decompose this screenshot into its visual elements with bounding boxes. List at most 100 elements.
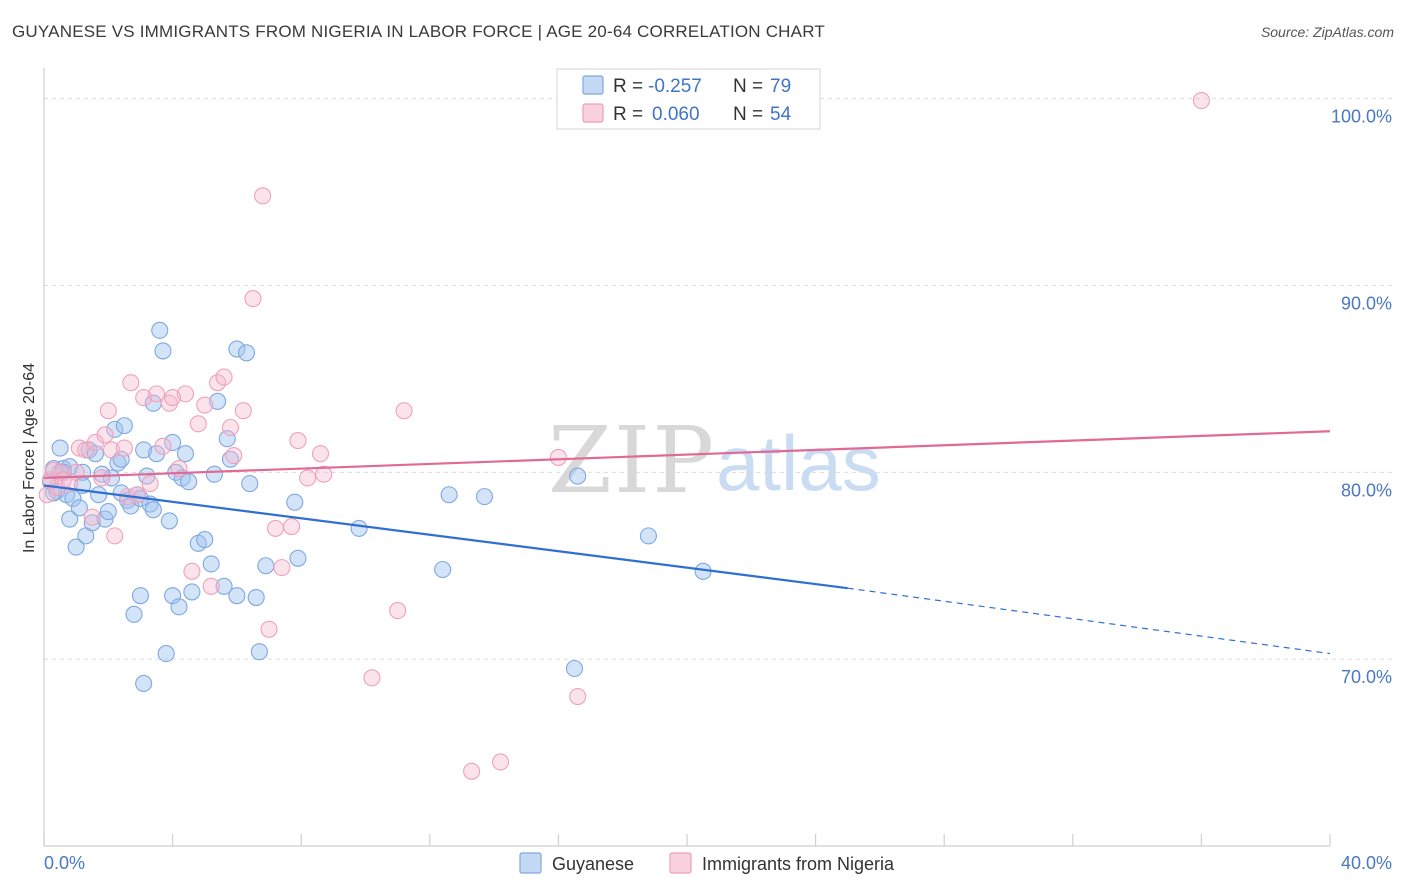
guyanese-point: [170, 598, 188, 616]
x-axis-ticks: [43, 834, 1331, 846]
nigeria-point: [154, 437, 172, 455]
guyanese-point: [90, 486, 108, 504]
guyanese-point: [51, 439, 69, 457]
nigeria-point: [160, 394, 178, 412]
nigeria-point: [215, 368, 233, 386]
guyanese-point: [183, 583, 201, 601]
nigeria-point: [244, 290, 262, 308]
guyanese-swatch: [582, 75, 604, 95]
guyanese-point: [151, 321, 169, 339]
nigeria-point: [273, 559, 291, 577]
nigeria-point: [96, 426, 114, 444]
nigeria-trend-line: [43, 430, 1331, 480]
guyanese-point: [639, 527, 657, 545]
guyanese-point: [164, 433, 182, 451]
guyanese-point: [70, 499, 88, 517]
guyanese-point: [176, 445, 195, 463]
guyanese-point: [215, 577, 233, 595]
guyanese-point: [83, 514, 101, 532]
guyanese-trend-line: [43, 484, 848, 590]
y-tick-label: 70.0%: [1341, 667, 1392, 687]
guyanese-point: [196, 531, 214, 549]
guyanese-point: [157, 645, 175, 663]
legend-n-value-guyanese: 79: [770, 76, 791, 97]
y-tick-label: 80.0%: [1341, 480, 1392, 500]
guyanese-point: [434, 560, 452, 579]
guyanese-point: [228, 587, 246, 605]
watermark-atlas: atlas: [716, 419, 881, 507]
nigeria-point: [196, 396, 214, 414]
chart-title: GUYANESE VS IMMIGRANTS FROM NIGERIA IN L…: [12, 22, 825, 41]
guyanese-point: [154, 342, 172, 360]
legend-n-label: N =: [733, 104, 763, 125]
guyanese-point: [237, 344, 256, 362]
guyanese-point: [565, 659, 584, 678]
guyanese-point: [115, 417, 133, 435]
nigeria-point: [102, 441, 121, 459]
trend-lines: [43, 430, 1331, 655]
legend-n-value-nigeria: 54: [770, 104, 792, 125]
legend-r-label: R =: [613, 76, 643, 97]
legend-label-guyanese: Guyanese: [552, 854, 634, 874]
guyanese-point: [99, 503, 117, 521]
nigeria-point: [363, 669, 381, 687]
nigeria-point: [289, 432, 307, 450]
y-tick-label: 90.0%: [1341, 294, 1392, 314]
legend-r-value-guyanese: -0.257: [648, 76, 702, 97]
stats-legend: R = -0.257 N = 79 R = 0.060 N = 54: [556, 68, 821, 130]
guyanese-point: [144, 501, 162, 519]
guyanese-point: [247, 588, 265, 607]
guyanese-point: [440, 486, 458, 504]
y-tick-labels: 100.0% 90.0% 80.0% 70.0%: [1331, 107, 1392, 687]
nigeria-point: [225, 446, 243, 465]
nigeria-point: [260, 620, 278, 638]
nigeria-point: [315, 465, 333, 483]
guyanese-point: [250, 643, 268, 661]
legend-r-label: R =: [613, 104, 643, 125]
nigeria-point: [395, 402, 413, 420]
nigeria-point: [234, 402, 252, 420]
guyanese-point: [241, 475, 259, 493]
nigeria-swatch: [582, 103, 604, 123]
guyanese-point: [67, 538, 85, 556]
nigeria-point: [106, 527, 124, 545]
guyanese-point: [350, 519, 368, 537]
guyanese-point: [125, 605, 143, 623]
guyanese-point: [205, 465, 223, 483]
watermark-zip: ZIP: [548, 407, 716, 514]
legend-n-label: N =: [733, 76, 763, 97]
guyanese-point: [61, 510, 79, 528]
nigeria-point: [221, 418, 240, 437]
nigeria-point: [183, 562, 201, 580]
guyanese-point: [135, 441, 153, 459]
legend-r-value-nigeria: 0.060: [652, 104, 700, 125]
nigeria-point: [266, 519, 285, 537]
guyanese-point: [228, 340, 246, 358]
gridlines: [44, 98, 1394, 660]
nigeria-point: [283, 517, 301, 536]
guyanese-trend-extrapolation: [847, 587, 1331, 655]
x-tick-label-max: 40.0%: [1341, 853, 1392, 873]
guyanese-point: [257, 557, 275, 575]
guyanese-point: [218, 430, 236, 448]
guyanese-point: [286, 493, 304, 511]
nigeria-point: [99, 402, 117, 420]
nigeria-point: [1192, 92, 1210, 110]
guyanese-point: [93, 465, 111, 483]
guyanese-point: [475, 488, 494, 506]
guyanese-point: [289, 549, 307, 567]
nigeria-point: [254, 187, 272, 205]
guyanese-point: [569, 467, 587, 485]
nigeria-point: [389, 602, 407, 620]
nigeria-point: [164, 389, 182, 407]
y-tick-label: 100.0%: [1331, 107, 1392, 127]
legend-swatch-guyanese: [519, 852, 542, 874]
guyanese-point: [202, 555, 220, 573]
nigeria-point: [128, 486, 146, 504]
nigeria-point: [70, 439, 88, 457]
nigeria-point: [135, 389, 153, 407]
x-tick-label-min: 0.0%: [44, 853, 85, 873]
nigeria-point: [569, 687, 587, 706]
nigeria-point: [147, 385, 166, 403]
